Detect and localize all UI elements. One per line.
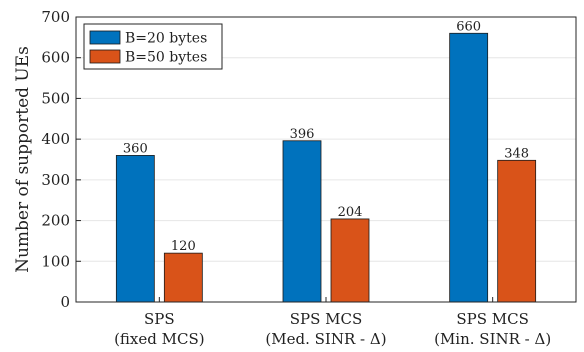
bars (115, 32, 537, 303)
legend: B=20 bytes B=50 bytes (83, 23, 223, 70)
x-axis-ticks: SPS (fixed MCS) SPS MCS (Med. SINR - Δ) SPS … (114, 297, 551, 348)
bar-value-label: 660 (456, 19, 481, 34)
bar (449, 32, 489, 303)
bar (330, 218, 370, 303)
bar (115, 155, 155, 303)
x-tick-label: (Med. SINR - Δ) (265, 330, 386, 348)
bar (497, 159, 537, 303)
y-tick-label: 700 (41, 8, 70, 26)
legend-label: B=50 bytes (125, 50, 207, 66)
legend-swatch (89, 30, 121, 45)
y-tick-label: 100 (41, 252, 70, 270)
x-tick-label: (fixed MCS) (114, 330, 205, 348)
x-tick-label: SPS MCS (456, 310, 529, 328)
bar (282, 140, 322, 303)
y-axis-ticks: 0 100 200 300 400 500 600 700 (41, 8, 81, 311)
bar (163, 252, 203, 303)
bar-value-label: 360 (123, 141, 148, 156)
bar-value-label: 396 (290, 127, 315, 142)
x-tick-label: SPS (144, 310, 175, 328)
y-tick-label: 300 (41, 171, 70, 189)
bar-value-label: 204 (338, 205, 363, 220)
y-tick-label: 500 (41, 89, 70, 107)
y-axis-title: Number of supported UEs (13, 46, 33, 273)
legend-label: B=20 bytes (125, 31, 207, 47)
y-tick-label: 200 (41, 212, 70, 230)
x-tick-label: (Min. SINR - Δ) (434, 330, 551, 348)
y-tick-label: 400 (41, 130, 70, 148)
legend-swatch (89, 49, 121, 64)
bar-value-label: 120 (171, 239, 196, 254)
data-labels: 360 120 396 204 660 348 (123, 19, 529, 254)
y-tick-label: 600 (41, 49, 70, 67)
x-tick-label: SPS MCS (290, 310, 363, 328)
y-tick-label: 0 (60, 293, 70, 311)
bar-value-label: 348 (504, 146, 529, 161)
